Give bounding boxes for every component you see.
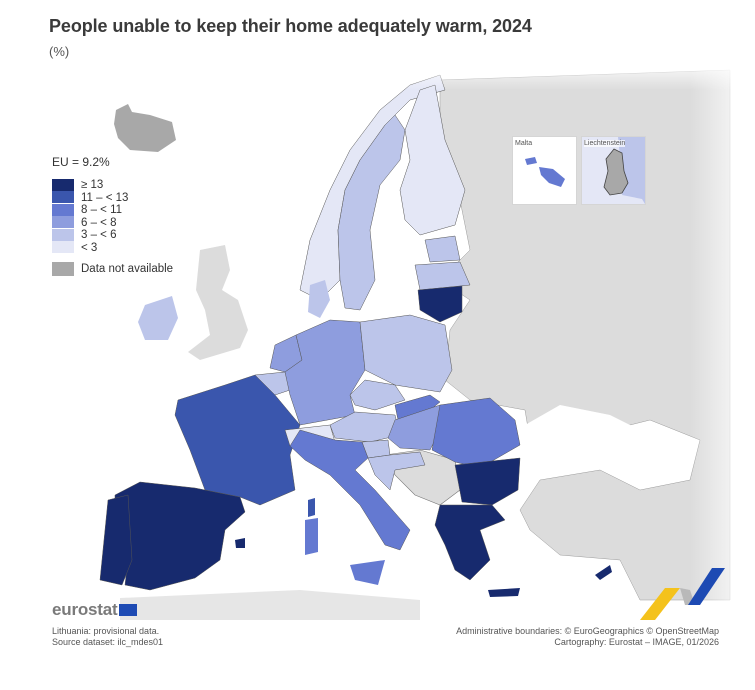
ribbon-blue <box>688 568 725 605</box>
note-provisional: Lithuania: provisional data. <box>52 626 160 636</box>
region-croatia <box>367 451 426 491</box>
region-corsica <box>308 498 315 517</box>
region-czechia <box>349 379 406 411</box>
region-estonia <box>424 235 461 263</box>
legend-item: 6 – < 8 <box>52 216 173 230</box>
legend-item: 3 – < 6 <box>52 228 173 242</box>
legend-swatch <box>52 216 74 230</box>
region-sweden <box>337 114 406 311</box>
region-poland <box>359 314 453 393</box>
north-africa <box>120 590 420 620</box>
inset-liechtenstein: Liechtenstein <box>581 136 646 205</box>
legend-label: Data not available <box>81 263 174 275</box>
footnotes: Lithuania: provisional data. Source data… <box>52 626 163 648</box>
legend-label: 8 – < 11 <box>81 204 123 217</box>
legend-item: ≥ 13 <box>52 178 173 192</box>
legend-label: ≥ 13 <box>81 179 104 192</box>
legend-swatch <box>52 178 74 192</box>
legend-label: 3 – < 6 <box>81 229 117 242</box>
region-greece <box>434 504 506 581</box>
legend-item: 11 – < 13 <box>52 191 173 205</box>
inset-malta: Malta <box>512 136 577 205</box>
black-sea <box>525 405 640 465</box>
legend-label: 6 – < 8 <box>81 216 117 229</box>
eu-average: EU = 9.2% <box>52 155 110 169</box>
region-romania <box>431 397 521 469</box>
legend-swatch <box>52 261 74 277</box>
region-sardinia <box>305 518 318 555</box>
map-title: People unable to keep their home adequat… <box>49 16 532 36</box>
credits: Administrative boundaries: © EuroGeograp… <box>456 626 719 648</box>
legend-label: 11 – < 13 <box>81 191 129 204</box>
region-iceland <box>114 104 176 152</box>
legend-item: < 3 <box>52 241 173 255</box>
region-sicily <box>350 560 385 585</box>
legend-swatch <box>52 191 74 205</box>
region-portugal <box>99 494 133 586</box>
eu-flag-icon <box>119 604 138 616</box>
map-legend: EU = 9.2% ≥ 13 11 – < 13 8 – < 11 6 – < … <box>52 155 174 277</box>
credit-boundaries: Administrative boundaries: © EuroGeograp… <box>456 626 719 636</box>
legend-item: 8 – < 11 <box>52 203 173 217</box>
inset-label: Malta <box>515 140 533 147</box>
region-lithuania <box>417 285 463 323</box>
note-source: Source dataset: ilc_mdes01 <box>52 637 164 647</box>
region-denmark <box>308 280 330 318</box>
region-latvia <box>414 261 471 291</box>
map-unit: (%) <box>49 44 70 59</box>
region-crete <box>488 588 520 597</box>
legend-swatch <box>52 203 74 217</box>
credit-cartography: Cartography: Eurostat – IMAGE, 01/2026 <box>554 637 719 647</box>
malta-shape <box>525 157 565 187</box>
region-balearics <box>235 538 245 548</box>
uk-not-shown <box>188 245 248 360</box>
region-italy <box>289 429 411 551</box>
legend-swatch <box>52 228 74 242</box>
inset-label: Liechtenstein <box>584 140 626 147</box>
europe-map <box>0 60 755 620</box>
ribbon-yellow <box>640 588 680 620</box>
region-cyprus <box>595 565 612 580</box>
legend-swatch <box>52 241 74 255</box>
region-bulgaria <box>454 457 521 506</box>
region-france <box>174 374 301 506</box>
legend-item-na: Data not available <box>52 261 174 277</box>
eurostat-logo: eurostat <box>52 600 138 620</box>
region-spain <box>114 481 246 591</box>
logo-text: eurostat <box>52 600 118 619</box>
region-germany <box>284 319 366 426</box>
region-ireland <box>138 296 178 340</box>
legend-label: < 3 <box>81 241 98 254</box>
liechtenstein-shape <box>603 137 645 204</box>
